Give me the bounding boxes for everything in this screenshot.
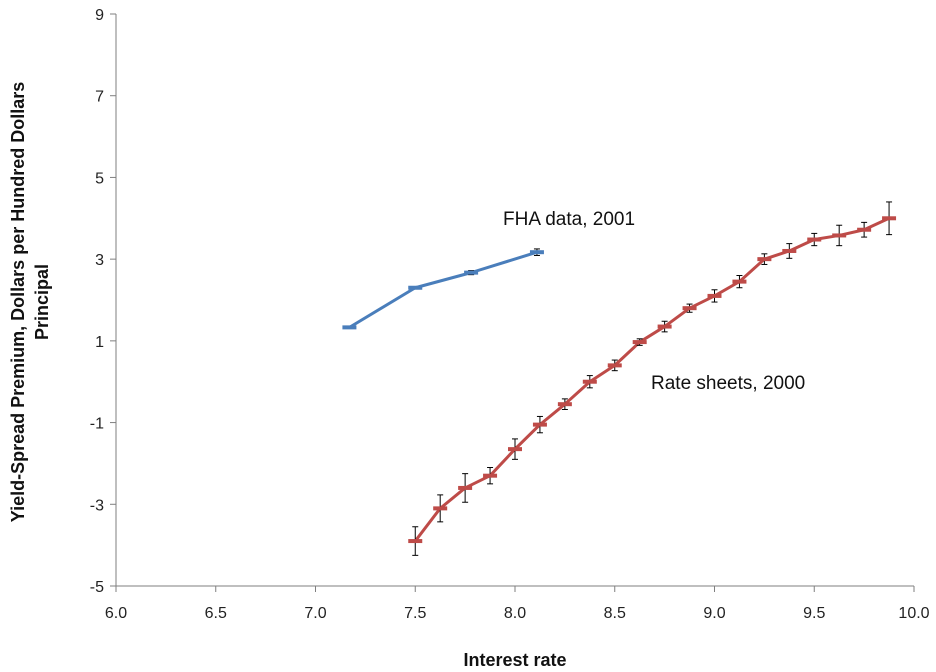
x-tick-label: 10.0 <box>898 605 929 622</box>
data-point-marker <box>483 473 498 478</box>
y-tick-label: 3 <box>95 252 104 269</box>
y-tick-label: 9 <box>95 7 104 24</box>
data-point-marker <box>757 257 772 262</box>
axes: -5 -3 -1 1 3 5 7 9 6.0 6.5 7.0 7.5 8.0 8.5 9.0 9.5 10.0 <box>90 7 930 622</box>
x-tick-label: 9.0 <box>703 605 725 622</box>
x-tick-label: 6.0 <box>105 605 127 622</box>
x-tick-label: 6.5 <box>205 605 227 622</box>
x-axis-title: Interest rate <box>463 650 566 670</box>
x-tick-label: 7.0 <box>304 605 326 622</box>
data-point-marker <box>732 279 747 284</box>
data-point-marker <box>508 447 522 452</box>
data-point-marker <box>607 363 622 368</box>
data-point-marker <box>557 402 572 407</box>
data-point-marker <box>458 485 473 490</box>
series-layer <box>342 201 897 556</box>
series-line <box>348 250 538 329</box>
y-axis-title-line1: Yield-Spread Premium, Dollars per Hundre… <box>8 82 28 522</box>
data-point-marker <box>532 422 547 427</box>
x-tick-label: 7.5 <box>404 605 426 622</box>
data-point-marker <box>657 324 672 329</box>
y-tick-label: 7 <box>95 89 104 106</box>
data-point-marker <box>408 285 423 290</box>
annotation-rate-sheets: Rate sheets, 2000 <box>651 373 805 394</box>
data-point-marker <box>682 306 697 311</box>
data-point-marker <box>832 233 847 238</box>
y-tick-label: -3 <box>90 497 104 514</box>
series-0 <box>342 248 544 330</box>
x-tick-label: 8.0 <box>504 605 526 622</box>
data-point-marker <box>807 237 822 242</box>
data-point-marker <box>632 340 647 345</box>
data-point-marker <box>882 216 897 221</box>
data-point-marker <box>408 539 423 544</box>
x-tick-label: 8.5 <box>604 605 626 622</box>
data-point-marker <box>857 227 872 232</box>
series-1 <box>408 201 897 556</box>
annotation-fha: FHA data, 2001 <box>503 209 635 230</box>
data-point-marker <box>464 270 479 275</box>
y-tick-label: -1 <box>90 416 104 433</box>
x-tick-label: 9.5 <box>803 605 825 622</box>
data-point-marker <box>707 293 722 298</box>
y-tick-label: 1 <box>95 334 104 351</box>
data-point-marker <box>433 506 448 511</box>
y-axis-title-line2: Principal <box>32 264 52 340</box>
y-tick-label: 5 <box>95 170 104 187</box>
y-tick-label: -5 <box>90 579 104 596</box>
data-point-marker <box>782 248 797 253</box>
data-point-marker <box>582 379 597 384</box>
data-point-marker <box>529 250 544 255</box>
data-point-marker <box>342 325 357 330</box>
